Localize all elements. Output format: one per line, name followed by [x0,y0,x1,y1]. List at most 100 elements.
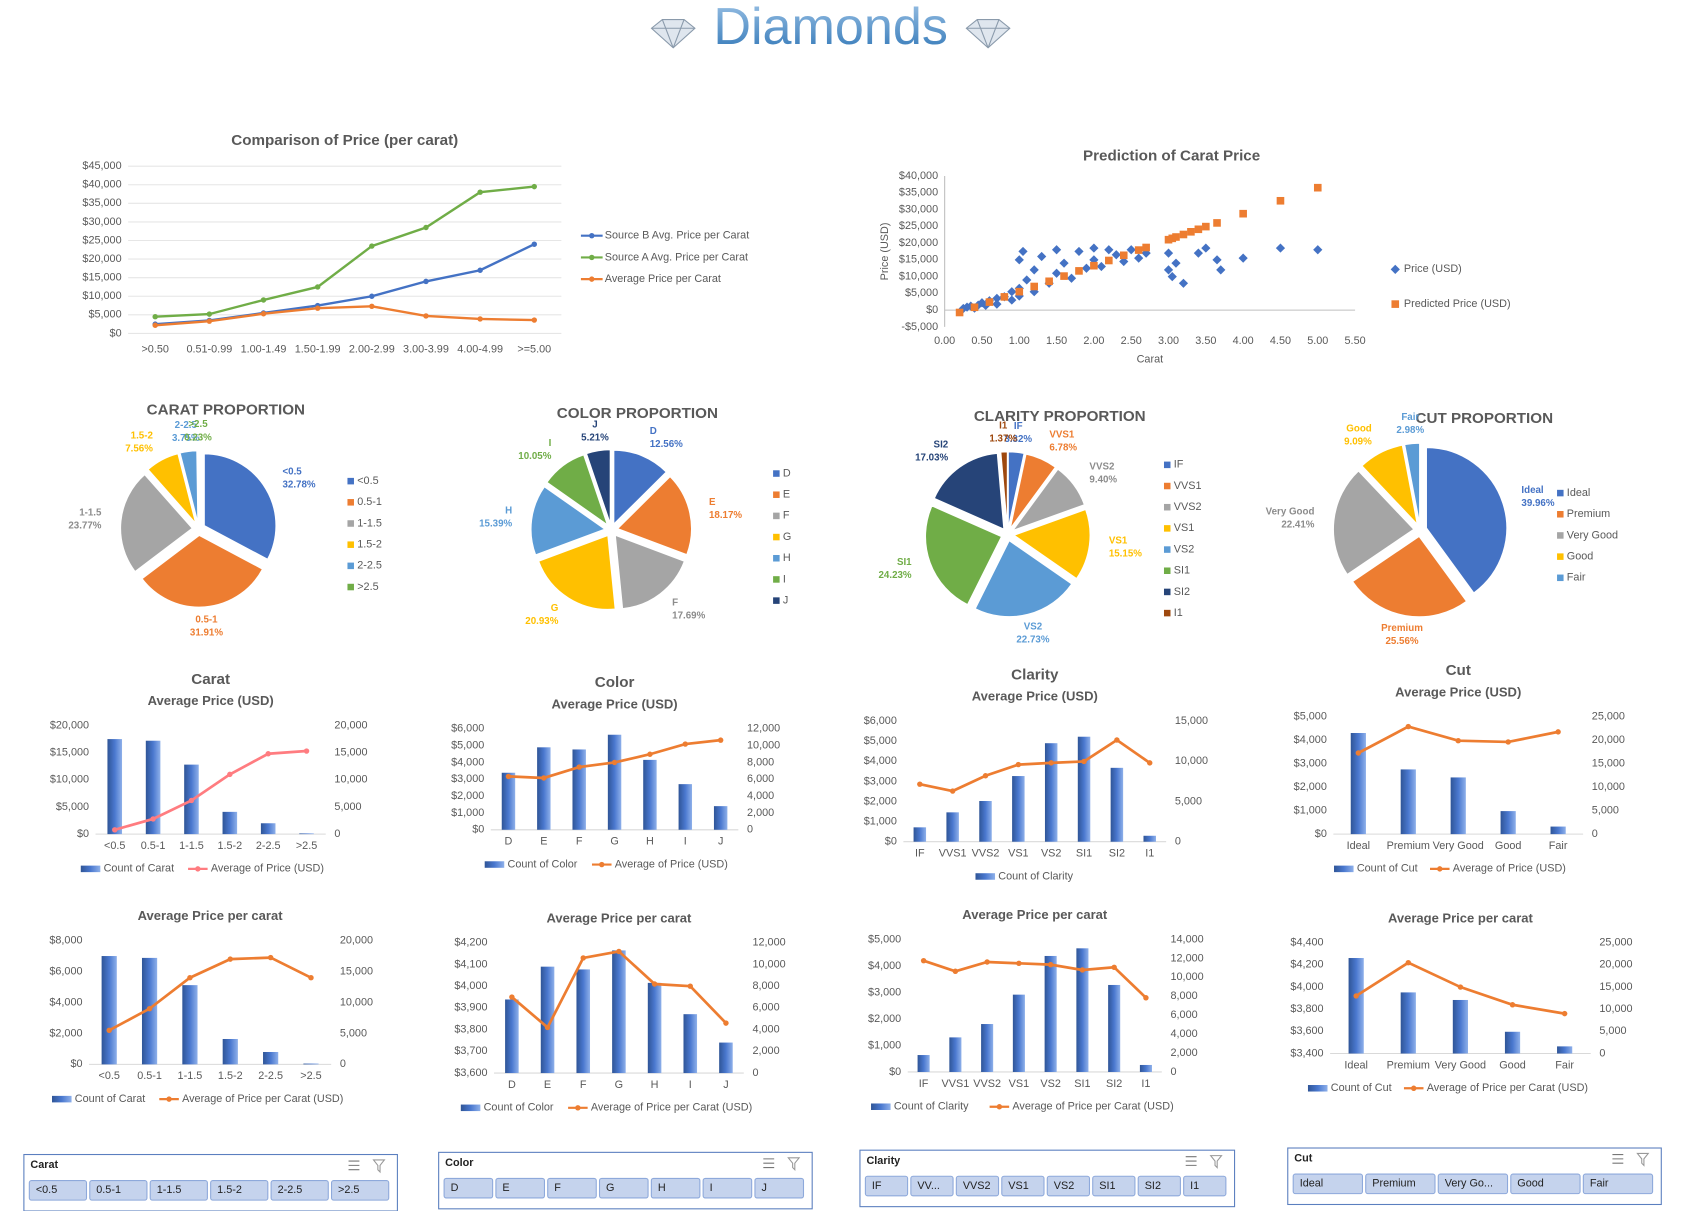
y2-tick-label: 8,000 [752,980,779,992]
slicer-item[interactable] [1092,1175,1136,1197]
y2-tick-label: 10,000 [1170,971,1203,983]
multi-select-icon[interactable] [1185,1156,1197,1166]
slicer-item[interactable] [1183,1175,1227,1197]
slicer-item-label[interactable]: J [761,1182,766,1194]
clear-filter-icon[interactable] [1636,1152,1650,1167]
pie-slice [1404,442,1421,524]
point [1238,253,1248,263]
legend-swatch [1557,574,1564,582]
slicer-item-label[interactable]: Fair [1590,1178,1609,1190]
slicer-item-label[interactable]: I1 [1190,1180,1199,1192]
slicer-item-label[interactable]: 1.5-2 [217,1184,242,1196]
bar [647,982,662,1074]
bar [537,747,551,830]
multi-select-icon[interactable] [763,1158,775,1169]
slicer-item-label[interactable]: Ideal [1300,1178,1324,1190]
slicer-item[interactable] [1582,1173,1654,1195]
slicer-item-label[interactable]: E [502,1182,509,1194]
slicer-item-label[interactable]: SI2 [1145,1180,1161,1192]
multi-select-icon[interactable] [1612,1153,1624,1164]
bar [1504,1031,1521,1054]
legend-label: Average of Price per Carat (USD) [1427,1082,1588,1094]
point [1134,246,1143,254]
point [1455,737,1461,744]
slicer-item-label[interactable]: >2.5 [338,1184,359,1196]
point [1193,248,1203,258]
slicer-item[interactable] [1292,1173,1364,1195]
point [1022,275,1032,285]
slicer-item[interactable] [270,1180,329,1201]
slicer-item[interactable] [149,1180,208,1201]
multi-select-icon[interactable] [348,1160,360,1171]
slicer-item[interactable] [1046,1175,1091,1197]
slicer-item[interactable] [1001,1175,1045,1197]
slicer-item[interactable] [864,1175,909,1197]
data-label-name: E [709,497,716,508]
legend-swatch [871,1103,891,1110]
legend-swatch [80,865,101,873]
point [314,284,321,290]
point [265,751,271,757]
slicer-title: Clarity [866,1155,900,1167]
legend-label: VS1 [1174,522,1194,534]
legend-label: IF [1174,459,1184,471]
slicer-item-label[interactable]: G [606,1182,614,1194]
slicer-item[interactable] [650,1177,701,1199]
slicer-item[interactable] [754,1177,805,1199]
slicer-item-label[interactable]: 1-1.5 [157,1184,182,1196]
slicer-item-label[interactable]: Very Go... [1445,1178,1493,1190]
slicer-item-label[interactable]: I [710,1182,713,1194]
legend-swatch [1557,532,1564,539]
slicer-item-label[interactable]: D [451,1182,459,1194]
x-tick-label: Premium [1387,840,1430,852]
data-label-name: 0.5-1 [195,614,218,625]
slicer-item[interactable] [210,1180,269,1201]
slicer-item[interactable] [1365,1173,1436,1195]
slicer-item[interactable] [702,1177,753,1199]
clear-filter-icon[interactable] [787,1157,801,1172]
x-tick-label: 2.50 [1121,335,1142,347]
slicer-item-label[interactable]: Premium [1372,1178,1415,1190]
point [952,968,959,974]
slicer-item[interactable] [330,1180,390,1201]
slicer-item[interactable] [910,1175,954,1197]
y-tick-label: $6,000 [49,965,82,977]
point [206,311,213,317]
slicer-item[interactable] [443,1177,494,1199]
slicer-item[interactable] [1437,1173,1509,1195]
slicer-item-label[interactable]: VVS2 [963,1180,991,1192]
slicer-item[interactable] [547,1177,597,1199]
slicer-item[interactable] [598,1177,649,1199]
pie-slice [1009,453,1057,529]
y2-tick-label: 4,000 [747,790,774,802]
point [1029,265,1039,275]
x-tick-label: 3.00 [1158,335,1179,347]
clear-filter-icon[interactable] [372,1159,386,1174]
slicer-item[interactable] [28,1180,88,1201]
y-tick-label: $4,000 [868,960,901,972]
slicer-item-label[interactable]: F [554,1182,561,1194]
slicer-item-label[interactable]: H [658,1182,666,1194]
slicer-item[interactable] [89,1180,148,1201]
slicer-item[interactable] [955,1175,1000,1197]
chart-subtitle: Average Price (USD) [1395,684,1521,699]
slicer-item-label[interactable]: 2-2.5 [278,1184,303,1196]
slicer-item[interactable] [1510,1173,1581,1195]
slicer-item-label[interactable]: VS1 [1008,1180,1028,1192]
slicer-item-label[interactable]: SI1 [1099,1180,1115,1192]
slicer-item-label[interactable]: 0.5-1 [96,1184,121,1196]
bar [1076,948,1089,1072]
slicer-item[interactable] [495,1177,545,1199]
point [1561,1010,1568,1017]
slicer-item[interactable] [1137,1175,1181,1197]
point [1178,278,1189,288]
slicer-item-label[interactable]: VS2 [1054,1180,1074,1192]
slicer-item-label[interactable]: VV... [917,1180,940,1192]
slicer-item-label[interactable]: Good [1517,1178,1544,1190]
clear-filter-icon[interactable] [1209,1155,1223,1169]
pie-slice [1007,451,1025,528]
slicer-item-label[interactable]: IF [872,1180,882,1192]
bar [1400,992,1416,1054]
point [544,1024,551,1031]
slicer-item-label[interactable]: <0.5 [36,1184,57,1196]
